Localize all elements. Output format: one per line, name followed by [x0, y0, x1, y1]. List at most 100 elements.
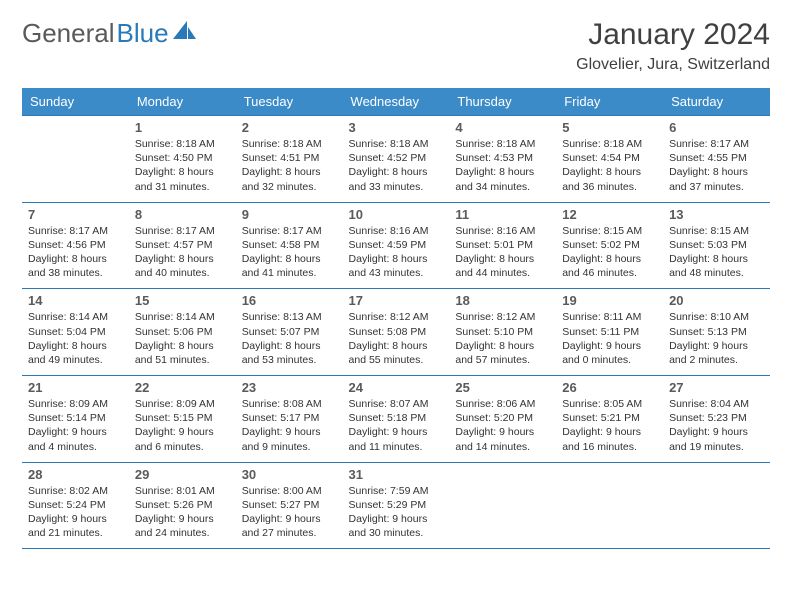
calendar-day-cell: 13Sunrise: 8:15 AMSunset: 5:03 PMDayligh…: [663, 202, 770, 289]
day-details: Sunrise: 8:17 AMSunset: 4:57 PMDaylight:…: [135, 224, 230, 281]
day-details: Sunrise: 8:06 AMSunset: 5:20 PMDaylight:…: [455, 397, 550, 454]
calendar-body: 1 Sunrise: 8:18 AMSunset: 4:50 PMDaylight…: [22, 116, 770, 549]
calendar-day-cell: 15Sunrise: 8:14 AMSunset: 5:06 PMDayligh…: [129, 289, 236, 376]
day-details: Sunrise: 8:11 AMSunset: 5:11 PMDaylight:…: [562, 310, 657, 367]
calendar-day-cell: 2 Sunrise: 8:18 AMSunset: 4:51 PMDaylight…: [236, 116, 343, 203]
day-details: Sunrise: 8:08 AMSunset: 5:17 PMDaylight:…: [242, 397, 337, 454]
sail-icon: [173, 17, 197, 48]
calendar-day-cell: 23 Sunrise: 8:08 AMSunset: 5:17 PMDayligh…: [236, 376, 343, 463]
day-details: Sunrise: 8:02 AMSunset: 5:24 PMDaylight:…: [28, 484, 123, 541]
day-details: Sunrise: 8:04 AMSunset: 5:23 PMDaylight:…: [669, 397, 764, 454]
calendar-day-cell: 1 Sunrise: 8:18 AMSunset: 4:50 PMDaylight…: [129, 116, 236, 203]
calendar-day-cell: [556, 462, 663, 549]
calendar-week-row: 14 Sunrise: 8:14 AMSunset: 5:04 PMDayligh…: [22, 289, 770, 376]
day-number: 23: [242, 380, 337, 395]
day-details: Sunrise: 8:13 AMSunset: 5:07 PMDaylight:…: [242, 310, 337, 367]
day-number: 27: [669, 380, 764, 395]
weekday-header: Monday: [129, 88, 236, 116]
weekday-header-row: Sunday Monday Tuesday Wednesday Thursday…: [22, 88, 770, 116]
day-details: Sunrise: 8:14 AMSunset: 5:04 PMDaylight:…: [28, 310, 123, 367]
day-details: Sunrise: 8:07 AMSunset: 5:18 PMDaylight:…: [349, 397, 444, 454]
day-details: Sunrise: 8:12 AMSunset: 5:08 PMDaylight:…: [349, 310, 444, 367]
location-text: Glovelier, Jura, Switzerland: [576, 56, 770, 74]
page-header: GeneralBlue January 2024 Glovelier, Jura…: [22, 18, 770, 74]
day-number: 18: [455, 293, 550, 308]
brand-part1: General: [22, 18, 115, 49]
calendar-day-cell: 5 Sunrise: 8:18 AMSunset: 4:54 PMDaylight…: [556, 116, 663, 203]
weekday-header: Saturday: [663, 88, 770, 116]
weekday-header: Sunday: [22, 88, 129, 116]
day-details: Sunrise: 8:18 AMSunset: 4:51 PMDaylight:…: [242, 137, 337, 194]
calendar-day-cell: 22Sunrise: 8:09 AMSunset: 5:15 PMDayligh…: [129, 376, 236, 463]
calendar-day-cell: 27 Sunrise: 8:04 AMSunset: 5:23 PMDayligh…: [663, 376, 770, 463]
month-title: January 2024: [576, 18, 770, 52]
day-details: Sunrise: 8:18 AMSunset: 4:52 PMDaylight:…: [349, 137, 444, 194]
day-details: Sunrise: 8:09 AMSunset: 5:14 PMDaylight:…: [28, 397, 123, 454]
day-number: 30: [242, 467, 337, 482]
day-details: Sunrise: 7:59 AMSunset: 5:29 PMDaylight:…: [349, 484, 444, 541]
calendar-day-cell: 29Sunrise: 8:01 AMSunset: 5:26 PMDayligh…: [129, 462, 236, 549]
day-details: Sunrise: 8:05 AMSunset: 5:21 PMDaylight:…: [562, 397, 657, 454]
day-number: 5: [562, 120, 657, 135]
brand-logo: GeneralBlue: [22, 18, 197, 49]
day-details: Sunrise: 8:10 AMSunset: 5:13 PMDaylight:…: [669, 310, 764, 367]
day-number: 4: [455, 120, 550, 135]
calendar-day-cell: 20 Sunrise: 8:10 AMSunset: 5:13 PMDayligh…: [663, 289, 770, 376]
day-number: 2: [242, 120, 337, 135]
calendar-day-cell: 30 Sunrise: 8:00 AMSunset: 5:27 PMDayligh…: [236, 462, 343, 549]
calendar-day-cell: 8 Sunrise: 8:17 AMSunset: 4:57 PMDaylight…: [129, 202, 236, 289]
day-details: Sunrise: 8:00 AMSunset: 5:27 PMDaylight:…: [242, 484, 337, 541]
day-details: Sunrise: 8:18 AMSunset: 4:53 PMDaylight:…: [455, 137, 550, 194]
calendar-day-cell: 7Sunrise: 8:17 AMSunset: 4:56 PMDaylight…: [22, 202, 129, 289]
day-number: 17: [349, 293, 444, 308]
day-number: 8: [135, 207, 230, 222]
day-number: 15: [135, 293, 230, 308]
calendar-week-row: 28 Sunrise: 8:02 AMSunset: 5:24 PMDayligh…: [22, 462, 770, 549]
brand-part2: Blue: [117, 18, 169, 49]
day-details: Sunrise: 8:15 AMSunset: 5:03 PMDaylight:…: [669, 224, 764, 281]
calendar-day-cell: 9Sunrise: 8:17 AMSunset: 4:58 PMDaylight…: [236, 202, 343, 289]
day-number: 9: [242, 207, 337, 222]
day-number: 25: [455, 380, 550, 395]
weekday-header: Wednesday: [343, 88, 450, 116]
calendar-day-cell: 11 Sunrise: 8:16 AMSunset: 5:01 PMDayligh…: [449, 202, 556, 289]
calendar-day-cell: 18 Sunrise: 8:12 AMSunset: 5:10 PMDayligh…: [449, 289, 556, 376]
day-number: 22: [135, 380, 230, 395]
calendar-day-cell: 17 Sunrise: 8:12 AMSunset: 5:08 PMDayligh…: [343, 289, 450, 376]
calendar-day-cell: 10Sunrise: 8:16 AMSunset: 4:59 PMDayligh…: [343, 202, 450, 289]
calendar-day-cell: 31 Sunrise: 7:59 AMSunset: 5:29 PMDayligh…: [343, 462, 450, 549]
calendar-day-cell: 12Sunrise: 8:15 AMSunset: 5:02 PMDayligh…: [556, 202, 663, 289]
day-number: 19: [562, 293, 657, 308]
day-details: Sunrise: 8:16 AMSunset: 4:59 PMDaylight:…: [349, 224, 444, 281]
calendar-day-cell: 21Sunrise: 8:09 AMSunset: 5:14 PMDayligh…: [22, 376, 129, 463]
title-block: January 2024 Glovelier, Jura, Switzerlan…: [576, 18, 770, 74]
calendar-week-row: 21Sunrise: 8:09 AMSunset: 5:14 PMDayligh…: [22, 376, 770, 463]
calendar-week-row: 7Sunrise: 8:17 AMSunset: 4:56 PMDaylight…: [22, 202, 770, 289]
day-number: 1: [135, 120, 230, 135]
calendar-table: Sunday Monday Tuesday Wednesday Thursday…: [22, 88, 770, 549]
calendar-day-cell: 3 Sunrise: 8:18 AMSunset: 4:52 PMDaylight…: [343, 116, 450, 203]
day-details: Sunrise: 8:15 AMSunset: 5:02 PMDaylight:…: [562, 224, 657, 281]
calendar-day-cell: 6Sunrise: 8:17 AMSunset: 4:55 PMDaylight…: [663, 116, 770, 203]
calendar-day-cell: [22, 116, 129, 203]
calendar-day-cell: 25 Sunrise: 8:06 AMSunset: 5:20 PMDayligh…: [449, 376, 556, 463]
day-number: 20: [669, 293, 764, 308]
day-number: 14: [28, 293, 123, 308]
calendar-week-row: 1 Sunrise: 8:18 AMSunset: 4:50 PMDaylight…: [22, 116, 770, 203]
calendar-day-cell: 14 Sunrise: 8:14 AMSunset: 5:04 PMDayligh…: [22, 289, 129, 376]
day-details: Sunrise: 8:18 AMSunset: 4:54 PMDaylight:…: [562, 137, 657, 194]
day-number: 16: [242, 293, 337, 308]
day-number: 31: [349, 467, 444, 482]
day-details: Sunrise: 8:01 AMSunset: 5:26 PMDaylight:…: [135, 484, 230, 541]
calendar-day-cell: 28 Sunrise: 8:02 AMSunset: 5:24 PMDayligh…: [22, 462, 129, 549]
day-details: Sunrise: 8:16 AMSunset: 5:01 PMDaylight:…: [455, 224, 550, 281]
calendar-day-cell: 26 Sunrise: 8:05 AMSunset: 5:21 PMDayligh…: [556, 376, 663, 463]
day-number: 11: [455, 207, 550, 222]
weekday-header: Tuesday: [236, 88, 343, 116]
day-details: Sunrise: 8:17 AMSunset: 4:56 PMDaylight:…: [28, 224, 123, 281]
day-number: 28: [28, 467, 123, 482]
day-number: 3: [349, 120, 444, 135]
day-details: Sunrise: 8:12 AMSunset: 5:10 PMDaylight:…: [455, 310, 550, 367]
day-details: Sunrise: 8:18 AMSunset: 4:50 PMDaylight:…: [135, 137, 230, 194]
day-number: 26: [562, 380, 657, 395]
